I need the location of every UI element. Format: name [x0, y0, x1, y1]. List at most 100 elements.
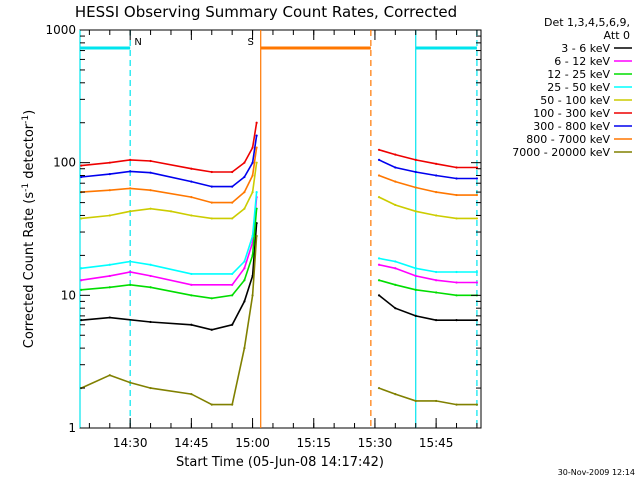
data-point-12-25-kev: [231, 294, 234, 297]
data-point-12-25-kev: [394, 283, 397, 286]
data-point-6-12-kev: [149, 274, 152, 278]
data-point-12-25-kev: [243, 279, 246, 282]
data-point-7000-20000-kev: [414, 399, 417, 403]
data-point-300-800-kev: [455, 177, 458, 180]
data-point-6-12-kev: [377, 263, 381, 266]
data-point-7000-20000-kev: [149, 386, 152, 390]
data-point-300-800-kev: [231, 185, 234, 188]
data-point-300-800-kev: [108, 173, 111, 176]
annotation-n-label: N: [134, 37, 141, 48]
data-point-6-12-kev: [475, 281, 479, 284]
footer-timestamp: 30-Nov-2009 12:14: [558, 468, 635, 477]
data-point-50-100-kev: [190, 214, 193, 217]
data-point-100-300-kev: [255, 121, 258, 124]
y-tick-label: 10: [61, 288, 76, 302]
data-point-12-25-kev: [210, 297, 213, 300]
data-point-7000-20000-kev: [455, 403, 458, 406]
data-point-12-25-kev: [108, 286, 111, 289]
data-point-50-100-kev: [435, 214, 438, 217]
data-point-3-6-kev: [210, 328, 213, 331]
data-point-50-100-kev: [414, 210, 417, 213]
data-point-300-800-kev: [149, 171, 152, 174]
x-tick-label: 15:45: [419, 436, 454, 450]
data-point-6-12-kev: [108, 274, 111, 278]
data-point-300-800-kev: [243, 175, 246, 179]
x-tick-label: 15:30: [358, 436, 393, 450]
data-point-25-50-kev: [255, 190, 258, 194]
x-tick-label: 15:00: [235, 436, 270, 450]
data-point-7000-20000-kev: [108, 374, 111, 377]
data-point-300-800-kev: [377, 158, 381, 161]
data-point-100-300-kev: [435, 162, 438, 165]
series-line-7000-20000-kev: [80, 235, 258, 406]
data-point-25-50-kev: [377, 257, 381, 260]
data-point-7000-20000-kev: [255, 234, 258, 238]
data-point-100-300-kev: [190, 167, 193, 170]
data-point-3-6-kev: [190, 323, 193, 326]
data-point-800-7000-kev: [475, 193, 479, 197]
data-point-100-300-kev: [455, 166, 458, 169]
data-point-100-300-kev: [108, 161, 111, 164]
data-point-100-300-kev: [149, 159, 152, 163]
data-point-50-100-kev: [455, 217, 458, 220]
data-point-3-6-kev: [475, 319, 479, 322]
data-point-7000-20000-kev: [435, 399, 438, 403]
data-point-50-100-kev: [210, 217, 213, 220]
x-axis-label: Start Time (05-Jun-08 14:17:42): [176, 455, 384, 470]
data-point-100-300-kev: [231, 170, 234, 174]
series-line-12-25-kev: [81, 208, 258, 300]
data-point-50-100-kev: [169, 210, 173, 213]
data-point-50-100-kev: [243, 207, 246, 210]
data-point-800-7000-kev: [149, 189, 152, 192]
plot-frame: [79, 29, 482, 429]
series-line-3-6-kev-after-gap: [378, 294, 477, 321]
data-point-300-800-kev: [255, 134, 258, 137]
data-point-7000-20000-kev: [377, 386, 381, 390]
data-point-300-800-kev: [435, 174, 438, 177]
data-point-800-7000-kev: [231, 201, 234, 204]
data-point-7000-20000-kev: [243, 347, 246, 350]
data-point-25-50-kev: [414, 267, 417, 270]
data-point-3-6-kev: [435, 319, 438, 322]
data-point-25-50-kev: [129, 260, 132, 263]
data-point-50-100-kev: [149, 207, 152, 210]
data-point-6-12-kev: [190, 283, 193, 286]
legend-label-25-50-kev: 25 - 50 keV: [547, 81, 610, 94]
data-point-3-6-kev: [243, 300, 246, 303]
data-point-800-7000-kev: [435, 190, 438, 194]
series-line-300-800-kev-after-gap: [378, 159, 477, 180]
data-point-25-50-kev: [455, 270, 458, 274]
data-point-50-100-kev: [231, 217, 234, 220]
series-line-12-25-kev-after-gap: [378, 279, 477, 297]
data-point-50-100-kev: [255, 161, 258, 164]
data-point-12-25-kev: [80, 288, 83, 291]
series-line-25-50-kev-after-gap: [378, 257, 477, 273]
data-point-25-50-kev: [243, 260, 246, 263]
data-point-50-100-kev: [80, 217, 83, 220]
y-axis-label-end: ): [22, 110, 37, 115]
data-point-800-7000-kev: [377, 174, 381, 177]
y-axis-label-sup2: -1: [21, 115, 31, 124]
data-point-50-100-kev: [108, 214, 111, 217]
series-line-50-100-kev-after-gap: [378, 196, 477, 220]
series-line-300-800-kev: [81, 135, 258, 188]
data-point-12-25-kev: [149, 286, 152, 289]
data-point-12-25-kev: [455, 294, 458, 297]
data-point-12-25-kev: [251, 254, 254, 257]
y-axis-label-sup1: -1: [21, 183, 31, 192]
data-point-300-800-kev: [129, 170, 132, 173]
data-point-25-50-kev: [149, 263, 152, 266]
series-line-100-300-kev: [81, 122, 258, 173]
data-point-800-7000-kev: [129, 187, 132, 190]
y-tick-label: 1: [68, 421, 76, 435]
data-point-100-300-kev: [394, 153, 397, 156]
data-point-7000-20000-kev: [475, 403, 479, 406]
data-point-3-6-kev: [231, 323, 234, 326]
data-point-25-50-kev: [251, 234, 254, 238]
data-point-800-7000-kev: [414, 186, 417, 189]
data-point-300-800-kev: [251, 161, 254, 164]
x-tick-label: 14:45: [174, 436, 209, 450]
data-point-3-6-kev: [149, 320, 152, 324]
data-point-100-300-kev: [243, 161, 246, 164]
